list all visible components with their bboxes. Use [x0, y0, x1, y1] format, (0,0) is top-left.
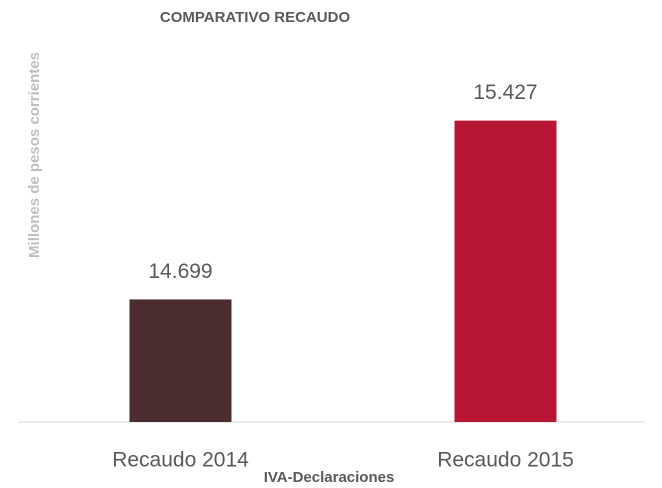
- bar: [454, 120, 557, 422]
- bar: [129, 299, 232, 422]
- data-label: 15.427: [473, 81, 537, 104]
- x-tick-label: Recaudo 2015: [437, 449, 574, 472]
- x-axis-title: IVA-Declaraciones: [264, 469, 395, 486]
- chart-title: COMPARATIVO RECAUDO: [160, 9, 351, 26]
- data-label: 14.699: [148, 260, 212, 283]
- y-axis-title: Millones de pesos corrientes: [26, 52, 43, 258]
- x-tick-label: Recaudo 2014: [112, 449, 249, 472]
